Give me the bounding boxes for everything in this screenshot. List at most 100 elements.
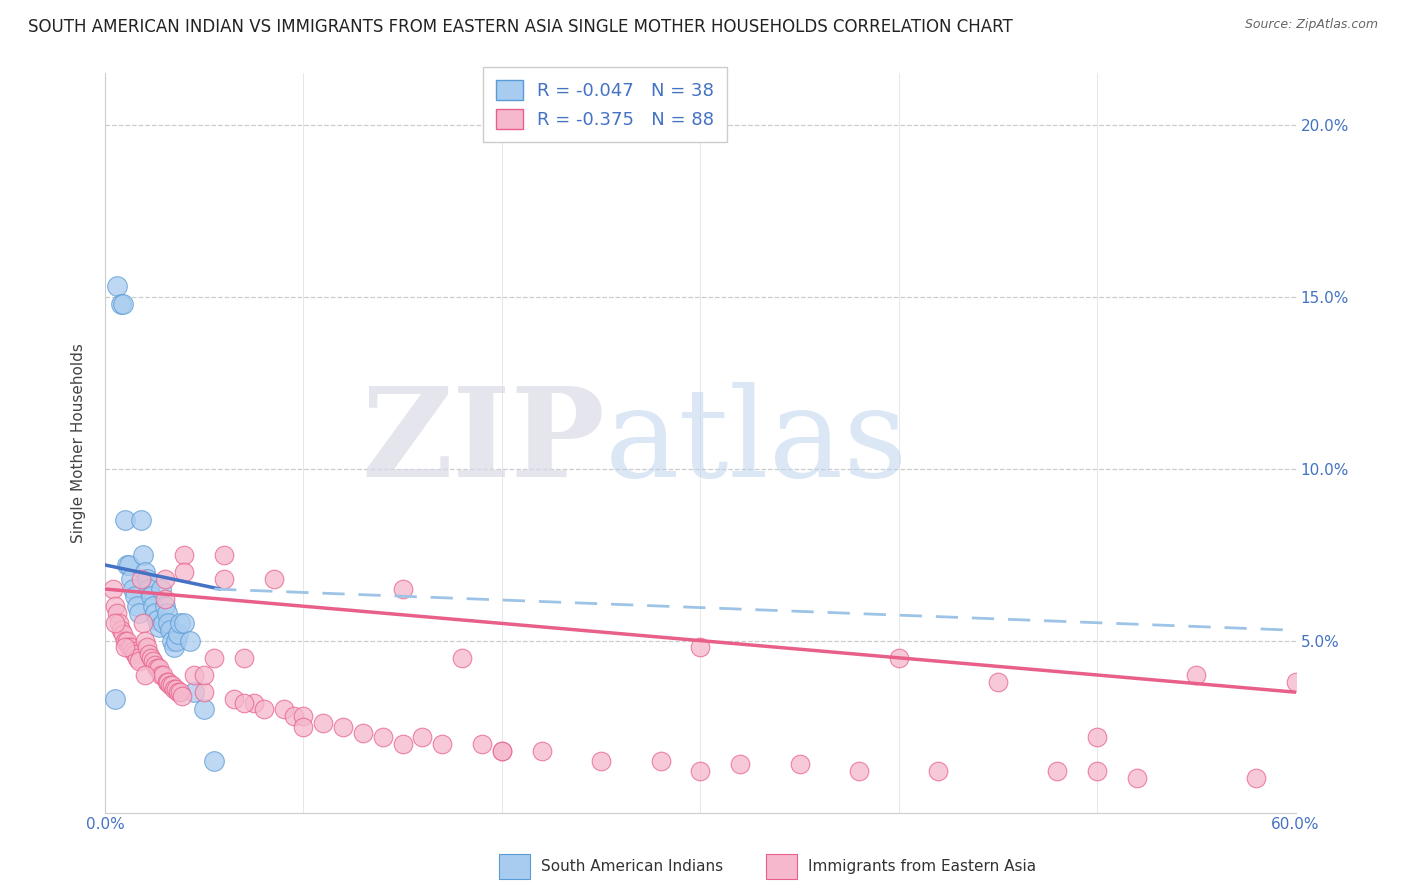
Point	[120, 640, 142, 655]
Point	[1185, 668, 1208, 682]
Point	[114, 513, 136, 527]
Point	[172, 689, 194, 703]
Point	[134, 565, 156, 579]
Point	[887, 650, 910, 665]
Point	[125, 650, 148, 665]
Point	[451, 650, 474, 665]
Point	[167, 626, 190, 640]
Point	[292, 720, 315, 734]
Point	[152, 616, 174, 631]
Point	[145, 613, 167, 627]
Point	[153, 599, 176, 614]
Point	[163, 681, 186, 696]
Point	[142, 654, 165, 668]
Point	[162, 678, 184, 692]
Point	[432, 737, 454, 751]
Point	[129, 513, 152, 527]
Point	[1085, 730, 1108, 744]
Point	[169, 685, 191, 699]
Point	[115, 558, 138, 572]
Point	[159, 678, 181, 692]
Point	[491, 744, 513, 758]
Point	[145, 661, 167, 675]
Point	[134, 668, 156, 682]
Point	[391, 582, 413, 596]
Point	[105, 279, 128, 293]
Point	[165, 633, 187, 648]
Point	[114, 633, 136, 648]
Point	[689, 640, 711, 655]
Point	[149, 668, 172, 682]
Point	[135, 572, 157, 586]
Point	[650, 754, 672, 768]
Point	[371, 730, 394, 744]
Point	[104, 616, 127, 631]
Text: South American Indians: South American Indians	[541, 859, 724, 873]
Point	[131, 616, 153, 631]
Point	[131, 548, 153, 562]
Point	[391, 737, 413, 751]
Point	[118, 558, 141, 572]
Point	[183, 685, 205, 699]
Point	[121, 582, 143, 596]
Point	[232, 696, 254, 710]
Point	[987, 674, 1010, 689]
Point	[148, 620, 170, 634]
Point	[193, 702, 215, 716]
Point	[114, 640, 136, 655]
Point	[110, 296, 132, 310]
Point	[129, 572, 152, 586]
Point	[232, 650, 254, 665]
Point	[152, 668, 174, 682]
Y-axis label: Single Mother Households: Single Mother Households	[72, 343, 86, 543]
Point	[143, 657, 166, 672]
Point	[789, 757, 811, 772]
Point	[212, 572, 235, 586]
Point	[155, 606, 177, 620]
Point	[243, 696, 266, 710]
Point	[491, 744, 513, 758]
Point	[167, 685, 190, 699]
Point	[108, 616, 131, 631]
Point	[202, 650, 225, 665]
Point	[157, 674, 180, 689]
Point	[222, 692, 245, 706]
Point	[139, 589, 162, 603]
Point	[159, 624, 181, 638]
Point	[273, 702, 295, 716]
Point	[471, 737, 494, 751]
Point	[155, 674, 177, 689]
Point	[134, 633, 156, 648]
Point	[1284, 674, 1306, 689]
Point	[124, 589, 146, 603]
Point	[183, 668, 205, 682]
Point	[135, 640, 157, 655]
Point	[120, 572, 142, 586]
Point	[352, 726, 374, 740]
Point	[128, 654, 150, 668]
Text: ZIP: ZIP	[361, 383, 605, 503]
Text: Immigrants from Eastern Asia: Immigrants from Eastern Asia	[808, 859, 1036, 873]
Point	[292, 709, 315, 723]
Point	[104, 599, 127, 614]
Point	[111, 626, 134, 640]
Point	[157, 616, 180, 631]
Point	[149, 582, 172, 596]
Point	[927, 764, 949, 779]
Legend: R = -0.047   N = 38, R = -0.375   N = 88: R = -0.047 N = 38, R = -0.375 N = 88	[484, 68, 727, 142]
Point	[163, 640, 186, 655]
Point	[143, 606, 166, 620]
Point	[173, 565, 195, 579]
Point	[253, 702, 276, 716]
Point	[124, 648, 146, 662]
Point	[165, 681, 187, 696]
Point	[121, 644, 143, 658]
Point	[202, 754, 225, 768]
Point	[591, 754, 613, 768]
Point	[1126, 771, 1149, 785]
Point	[411, 730, 433, 744]
Point	[110, 624, 132, 638]
Point	[312, 716, 335, 731]
Point	[193, 685, 215, 699]
Point	[1046, 764, 1069, 779]
